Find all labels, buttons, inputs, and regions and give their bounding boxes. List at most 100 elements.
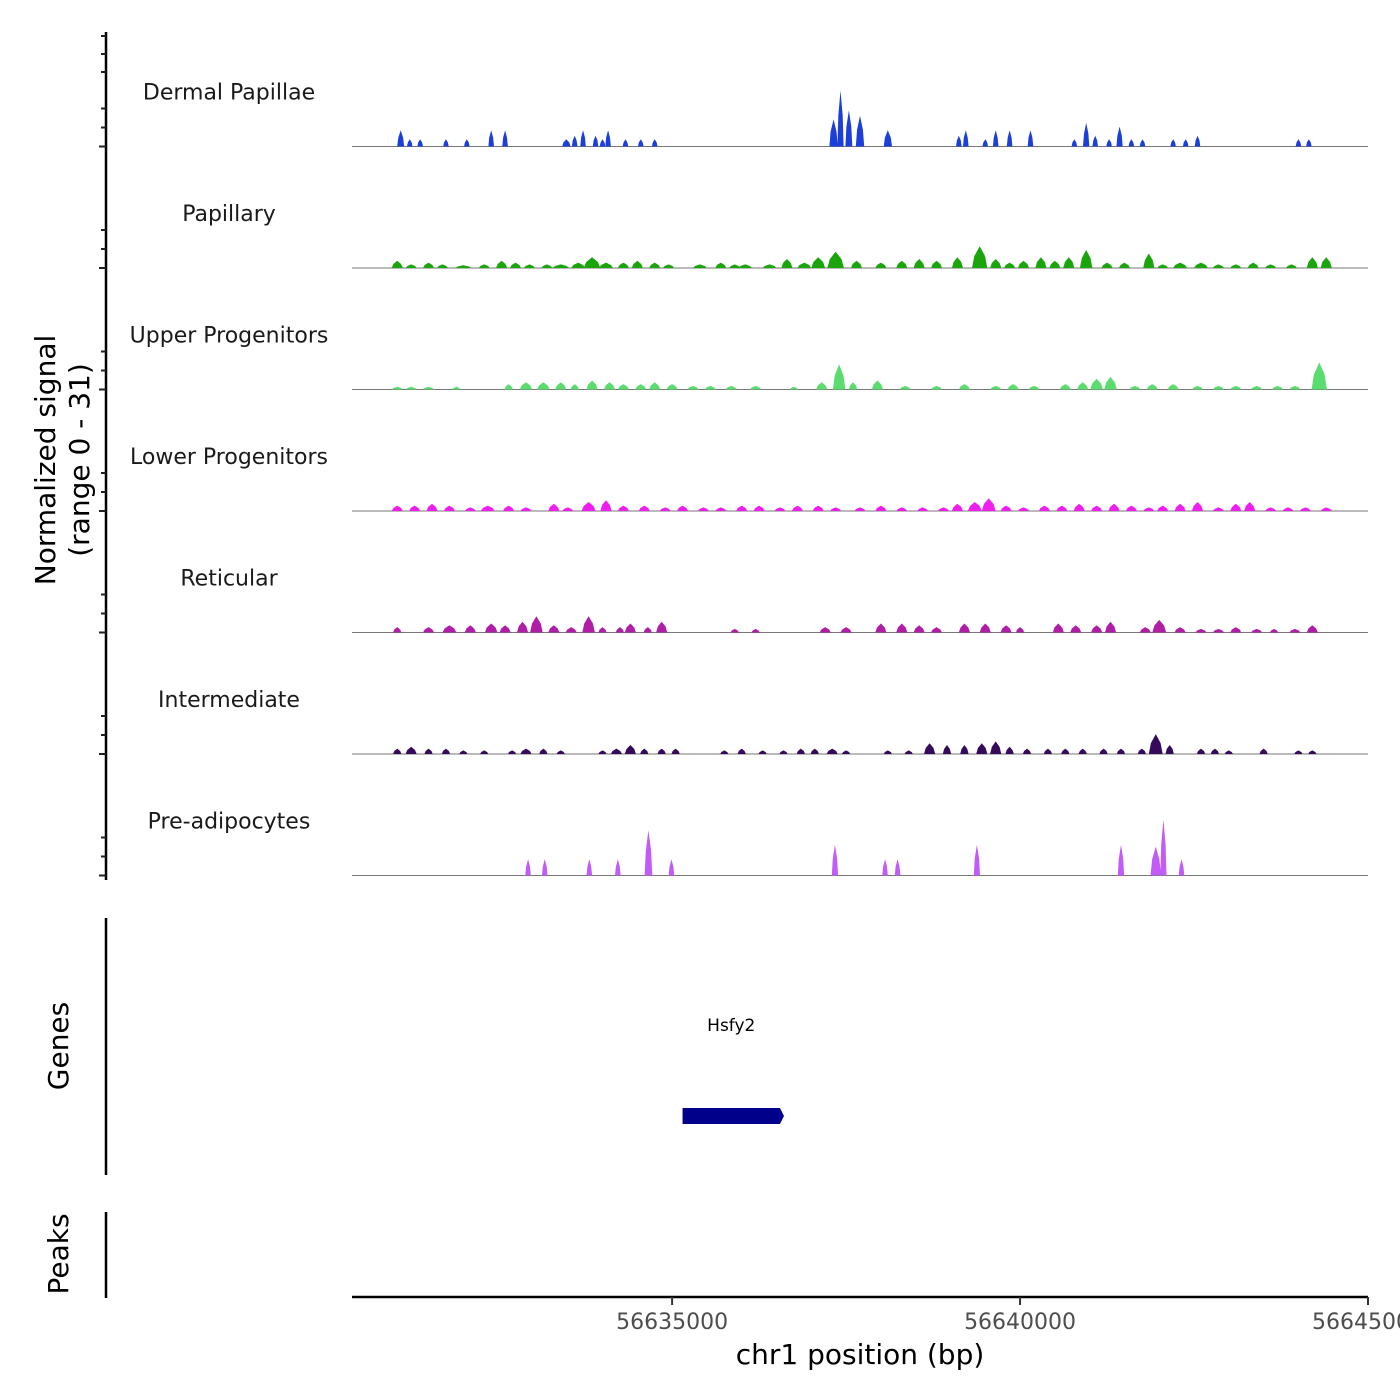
track-signal-intermediate <box>393 734 1317 754</box>
signal-peak-reticular-38 <box>1251 628 1263 633</box>
genes-panel-label: Genes <box>42 1002 75 1090</box>
signal-peak-lower-progenitors-20 <box>774 507 786 511</box>
signal-peak-upper-progenitors-13 <box>649 382 661 390</box>
signal-peak-papillary-19 <box>715 262 727 268</box>
signal-peak-lower-progenitors-3 <box>443 505 455 511</box>
signal-peak-upper-progenitors-30 <box>1059 384 1071 390</box>
signal-peak-upper-progenitors-12 <box>635 384 647 390</box>
peaks-panel-label: Peaks <box>42 1213 75 1294</box>
signal-peak-pre-adipocytes-1 <box>542 859 548 876</box>
signal-peak-pre-adipocytes-9 <box>973 844 980 876</box>
signal-peak-intermediate-17 <box>737 748 746 754</box>
signal-peak-dermal-papillae-2 <box>417 139 423 147</box>
signal-peak-intermediate-0 <box>393 748 402 754</box>
track-signal-dermal-papillae <box>397 90 1312 147</box>
signal-peak-upper-progenitors-24 <box>899 385 911 390</box>
signal-peak-lower-progenitors-8 <box>548 503 560 511</box>
signal-peak-reticular-7 <box>530 616 543 633</box>
signal-peak-lower-progenitors-14 <box>659 507 671 511</box>
signal-peak-intermediate-24 <box>883 750 892 754</box>
signal-peak-upper-progenitors-0 <box>391 386 403 390</box>
x-axis-label: chr1 position (bp) <box>736 1338 985 1371</box>
signal-peak-intermediate-25 <box>904 750 913 754</box>
signal-peak-upper-progenitors-9 <box>586 380 598 390</box>
signal-peak-pre-adipocytes-11 <box>1150 846 1161 876</box>
signal-peak-intermediate-10 <box>598 750 607 754</box>
signal-peak-dermal-papillae-33 <box>1139 139 1146 147</box>
signal-peak-papillary-49 <box>1247 262 1259 268</box>
signal-peak-upper-progenitors-23 <box>871 380 883 390</box>
signal-peak-papillary-14 <box>617 262 629 268</box>
signal-peak-papillary-38 <box>1049 260 1061 268</box>
signal-peak-papillary-6 <box>496 260 508 268</box>
signal-peak-reticular-21 <box>896 623 908 633</box>
signal-peak-papillary-0 <box>391 260 403 268</box>
signal-peak-reticular-3 <box>464 625 476 633</box>
track-signal-upper-progenitors <box>391 362 1327 390</box>
signal-peak-upper-progenitors-42 <box>1289 385 1301 390</box>
signal-peak-upper-progenitors-6 <box>537 382 550 390</box>
signal-peak-papillary-18 <box>693 264 707 268</box>
signal-peak-dermal-papillae-27 <box>1071 139 1078 147</box>
signal-peak-dermal-papillae-6 <box>502 130 508 147</box>
signal-peak-intermediate-7 <box>520 748 532 754</box>
y-axis-range-label: (range 0 - 31) <box>63 363 96 557</box>
signal-peak-upper-progenitors-7 <box>555 382 567 390</box>
signal-peak-reticular-20 <box>875 623 887 633</box>
signal-peak-intermediate-45 <box>1294 750 1303 754</box>
x-axis-ticks: 56635000 56640000 56645000 <box>616 1297 1400 1335</box>
signal-peak-lower-progenitors-24 <box>854 507 866 511</box>
signal-peak-intermediate-42 <box>1210 748 1220 754</box>
signal-peak-papillary-30 <box>913 259 925 268</box>
signal-peak-papillary-17 <box>663 264 675 268</box>
signal-peak-papillary-5 <box>478 264 490 268</box>
signal-peak-lower-progenitors-13 <box>638 505 650 511</box>
signal-peak-lower-progenitors-22 <box>812 505 824 511</box>
signal-peak-upper-progenitors-28 <box>1007 384 1019 390</box>
signal-peak-lower-progenitors-42 <box>1174 503 1186 511</box>
signal-peak-reticular-34 <box>1174 627 1186 633</box>
signal-peak-intermediate-6 <box>507 750 517 754</box>
signal-peak-dermal-papillae-5 <box>488 130 494 147</box>
signal-peak-intermediate-23 <box>841 750 851 754</box>
signal-peak-dermal-papillae-31 <box>1116 126 1123 147</box>
signal-peak-intermediate-1 <box>405 746 417 754</box>
signal-peak-upper-progenitors-38 <box>1212 385 1224 390</box>
signal-peak-dermal-papillae-32 <box>1128 139 1135 147</box>
signal-peak-intermediate-30 <box>990 741 1002 754</box>
track-label-pre-adipocytes: Pre-adipocytes <box>148 810 311 835</box>
signal-peak-dermal-papillae-22 <box>963 130 969 147</box>
signal-peak-upper-progenitors-21 <box>832 364 846 390</box>
signal-peak-papillary-36 <box>1018 260 1030 268</box>
signal-peak-papillary-9 <box>541 264 553 268</box>
signal-peak-dermal-papillae-1 <box>407 139 413 147</box>
signal-peak-upper-progenitors-2 <box>423 386 435 390</box>
signal-peak-upper-progenitors-4 <box>504 384 513 390</box>
signal-peak-upper-progenitors-35 <box>1146 384 1158 390</box>
signal-peak-reticular-30 <box>1091 625 1103 633</box>
signal-peak-upper-progenitors-36 <box>1167 384 1179 390</box>
signal-peak-lower-progenitors-26 <box>896 507 908 511</box>
signal-peak-papillary-40 <box>1079 249 1093 268</box>
signal-peak-lower-progenitors-21 <box>791 505 803 511</box>
y-axis-title: Normalized signal (range 0 - 31) <box>29 335 96 586</box>
signal-peak-papillary-50 <box>1265 264 1277 268</box>
signal-peak-lower-progenitors-27 <box>917 507 929 511</box>
x-tick-label-0: 56635000 <box>616 1310 728 1335</box>
track-signal-papillary <box>391 246 1332 268</box>
gene-label-hsfy2: Hsfy2 <box>707 1016 755 1036</box>
signal-peak-upper-progenitors-16 <box>704 385 716 390</box>
signal-peak-papillary-34 <box>990 259 1002 268</box>
signal-peak-pre-adipocytes-13 <box>1178 859 1185 876</box>
track-label-reticular: Reticular <box>180 567 278 592</box>
signal-peak-lower-progenitors-46 <box>1244 502 1256 511</box>
signal-peak-upper-progenitors-8 <box>570 384 579 390</box>
signal-peak-upper-progenitors-26 <box>958 384 970 390</box>
signal-peak-papillary-37 <box>1035 257 1047 268</box>
signal-peak-intermediate-9 <box>556 750 565 754</box>
signal-peak-dermal-papillae-15 <box>651 139 658 147</box>
signal-peak-reticular-35 <box>1195 628 1207 633</box>
signal-peak-papillary-16 <box>649 262 661 268</box>
signal-peak-upper-progenitors-32 <box>1090 378 1103 390</box>
